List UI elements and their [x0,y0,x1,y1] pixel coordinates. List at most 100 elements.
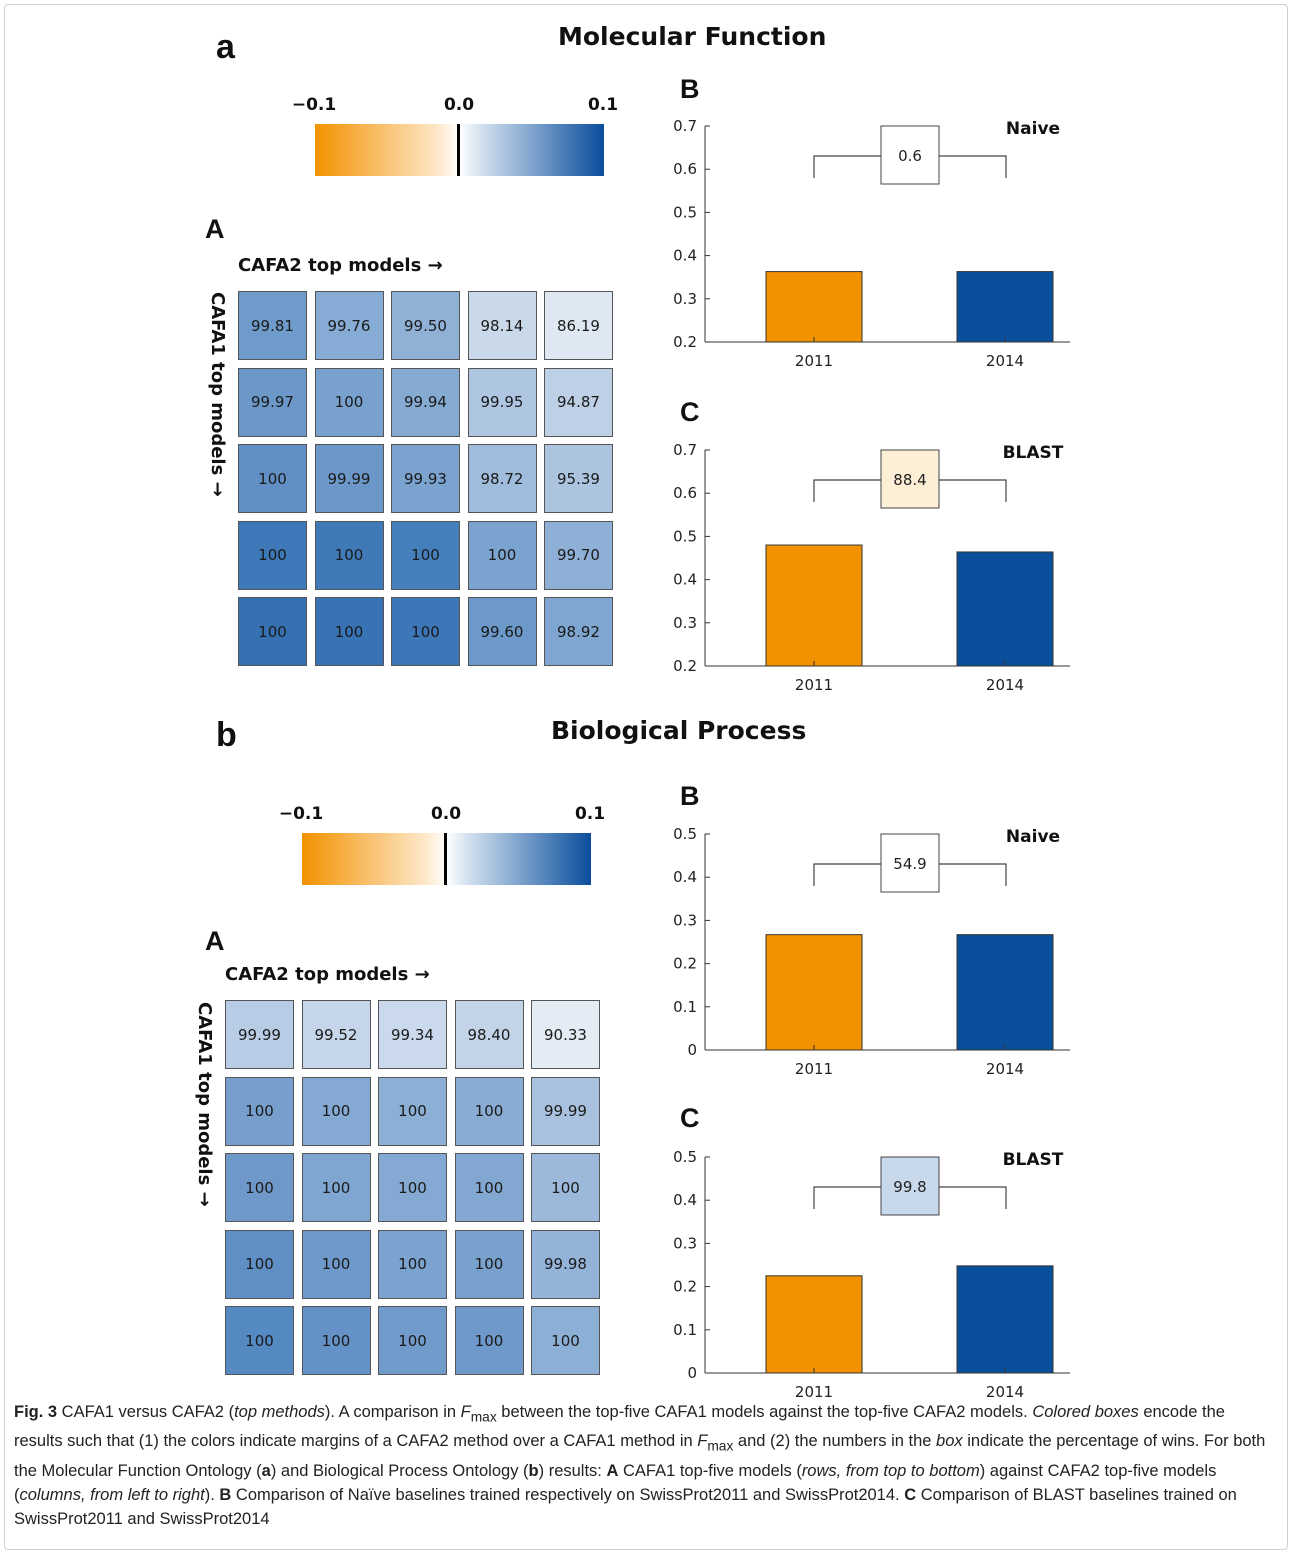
colorbar-mid-label: 0.0 [430,804,462,824]
x-tick-label: 2011 [795,352,833,370]
win-percentage-box [880,833,940,893]
heatmap-cell: 100 [301,1306,371,1375]
x-tick-label: 2014 [986,352,1024,370]
y-tick-label: 0.5 [673,1148,697,1166]
y-tick-label: 0.3 [673,290,697,308]
barchart-blast: 0 0.1 0.2 0.3 0.4 0.5 2011 2014 99.8 BLAST [673,1148,1070,1401]
panel-title-molecular-function: Molecular Function [558,22,827,51]
heatmap-cell: 99.52 [301,1000,371,1069]
heatmap-cell: 100 [378,1306,447,1375]
caption-text: ) results: [538,1461,607,1480]
heatmap-cell: 99.93 [391,444,460,513]
heatmap-letter: A [205,926,225,956]
win-percentage-box [880,449,940,509]
heatmap-cell: 100 [531,1306,600,1375]
caption-text: Comparison of BLAST baselines trained on… [14,1485,1237,1528]
x-tick-label: 2014 [986,676,1024,694]
heatmap-cell: 99.97 [238,367,307,437]
heatmap-cell: 100 [378,1153,447,1222]
heatmap-cell: 100 [378,1076,447,1146]
heatmap-cell: 99.99 [225,1000,294,1069]
heatmap-cell: 100 [238,444,307,513]
y-tick-label: 0.6 [673,484,697,502]
x-tick-label: 2014 [986,1060,1024,1078]
caption-text: columns, from left to right [19,1485,205,1504]
barchart-letter-b: B [680,781,700,811]
x-tick-label: 2011 [795,1383,833,1401]
caption-bold: b [528,1461,539,1480]
heatmap-cell: 100 [238,520,307,590]
heatmap-cell: 98.14 [467,291,537,360]
caption-text: Colored boxes [1032,1403,1139,1421]
figure-caption: Fig. 3 CAFA1 versus CAFA2 (top methods).… [14,1400,1278,1531]
caption-text: box [936,1432,963,1451]
figure-frame [4,4,1288,1550]
panel-letter-a: a [216,28,235,66]
barchart-letter-c: C [680,1103,700,1133]
bar-2011 [765,934,863,1051]
heatmap-cell: 100 [225,1076,294,1146]
caption-text: between the top-five CAFA1 models agains… [496,1403,1033,1421]
heatmap-cell: 99.99 [531,1076,600,1146]
y-tick-label: 0.4 [673,868,697,886]
caption-bold: A [606,1461,619,1480]
heatmap-cell: 100 [531,1153,600,1222]
barchart-letter-c: C [680,397,700,427]
heatmap-cell: 100 [314,597,384,666]
heatmap-cell: 99.70 [544,520,613,590]
bar-2014 [956,271,1054,343]
bar-2011 [765,271,863,343]
heatmap-cell: 100 [454,1306,524,1375]
heatmap-cell: 100 [225,1306,294,1375]
heatmap-cell: 98.40 [454,1000,524,1069]
y-tick-label: 0.5 [673,203,697,221]
win-percentage-value: 99.8 [893,1178,926,1196]
y-tick-label: 0.7 [673,117,697,135]
y-tick-label: 0.2 [673,657,697,675]
caption-fmax: F [460,1403,471,1421]
heatmap-cell: 100 [301,1076,371,1146]
heatmap-cell: 100 [467,520,537,590]
y-tick-label: 0.4 [673,247,697,265]
heatmap-cell: 100 [391,597,460,666]
x-tick-label: 2011 [795,676,833,694]
caption-text: ) against CAFA2 top-five models ( [14,1461,1217,1504]
panel-title-biological-process: Biological Process [551,716,807,745]
colorbar-max-label: 0.1 [574,804,606,824]
heatmap-cell: 95.39 [544,444,613,513]
colorbar-zero-line [444,833,447,885]
heatmap-cell: 100 [225,1229,294,1299]
baseline-label: Naive [1006,119,1060,139]
heatmap-cell: 100 [301,1229,371,1299]
win-percentage-value: 0.6 [898,147,922,165]
bar-2014 [956,1265,1054,1374]
heatmap-cell: 100 [454,1229,524,1299]
heatmap-cell: 99.81 [238,291,307,360]
win-percentage-value: 88.4 [893,471,926,489]
heatmap-letter: A [205,214,225,244]
x-tick-label: 2011 [795,1060,833,1078]
y-tick-label: 0 [687,1041,697,1059]
bar-2011 [765,1275,863,1374]
heatmap-cell: 100 [378,1229,447,1299]
bar-2014 [956,551,1054,667]
y-tick-label: 0.2 [673,1278,697,1296]
y-tick-label: 0.7 [673,441,697,459]
bar-2014 [956,934,1054,1051]
heatmap-cell: 94.87 [544,367,613,437]
y-tick-label: 0.5 [673,527,697,545]
caption-text: CAFA1 top-five models ( [618,1461,802,1480]
caption-text: and (2) the numbers in the [733,1432,937,1451]
heatmap-y-axis-title: CAFA1 top models → [207,292,228,497]
barchart-naive: 0.2 0.3 0.4 0.5 0.6 0.7 2011 2014 0.6 Naive [673,117,1070,370]
heatmap-cell: 100 [391,520,460,590]
caption-text: ). A comparison in [324,1403,461,1421]
heatmap-cell: 99.60 [467,597,537,666]
y-tick-label: 0.4 [673,1191,697,1209]
caption-fmax-sub: max [707,1438,734,1454]
y-tick-label: 0 [687,1364,697,1382]
caption-text: indicate the percentage of wins. For bot… [14,1432,1266,1480]
heatmap-cell: 100 [454,1076,524,1146]
barchart-naive: 0 0.1 0.2 0.3 0.4 0.5 2011 2014 54.9 Naive [673,825,1070,1078]
heatmap-cell: 100 [314,520,384,590]
